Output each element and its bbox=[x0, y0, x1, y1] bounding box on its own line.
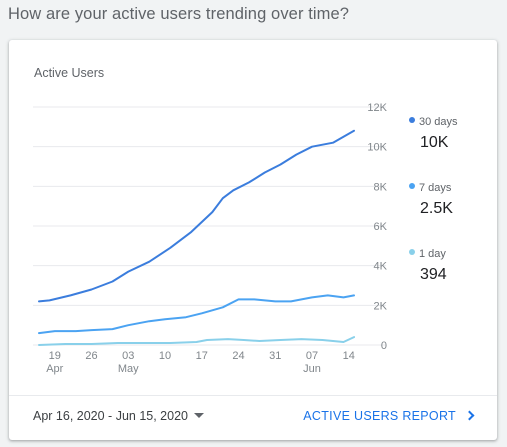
legend-dot-7-days bbox=[409, 182, 415, 189]
series-line-1-day bbox=[38, 336, 355, 346]
legend-label: 7 days bbox=[419, 182, 452, 194]
x-tick-label: 17 bbox=[196, 350, 208, 362]
y-tick-label: 4K bbox=[374, 261, 388, 273]
active-users-card: Active Users 12K 10K 8K 6K 4K 2K 0 19 Apr 26 03 May… bbox=[9, 40, 497, 440]
x-tick-label: 19 bbox=[49, 350, 61, 362]
legend-item-30-days: 30 days 10K bbox=[409, 112, 458, 151]
legend-label: 30 days bbox=[419, 116, 458, 128]
y-tick-label: 8K bbox=[374, 181, 388, 193]
page-heading: How are your active users trending over … bbox=[8, 5, 350, 23]
legend-item-7-days: 7 days 2.5K bbox=[409, 178, 453, 217]
report-link-label: ACTIVE USERS REPORT bbox=[303, 409, 456, 423]
card-footer: Apr 16, 2020 - Jun 15, 2020 ACTIVE USERS… bbox=[9, 395, 497, 440]
date-range-label: Apr 16, 2020 - Jun 15, 2020 bbox=[33, 409, 188, 423]
legend-dot-1-day bbox=[409, 248, 415, 255]
legend-item-1-day: 1 day 394 bbox=[409, 244, 447, 283]
x-tick-label: 14 bbox=[343, 350, 355, 362]
y-tick-label: 0 bbox=[381, 340, 387, 352]
active-users-report-link[interactable]: ACTIVE USERS REPORT bbox=[303, 409, 475, 423]
caret-down-icon bbox=[193, 413, 204, 419]
card-title: Active Users bbox=[34, 66, 105, 80]
y-tick-label: 12K bbox=[367, 102, 387, 114]
legend-label: 1 day bbox=[419, 248, 446, 260]
y-tick-label: 2K bbox=[374, 300, 388, 312]
x-tick-label: 31 bbox=[269, 350, 281, 362]
series-line-7-days bbox=[38, 294, 355, 335]
legend-value: 394 bbox=[420, 266, 447, 283]
series-line-30-days bbox=[38, 129, 355, 303]
legend-value: 10K bbox=[420, 134, 449, 151]
y-tick-label: 6K bbox=[374, 221, 388, 233]
x-tick-label: 24 bbox=[232, 350, 244, 362]
x-tick-label: 07 bbox=[306, 350, 318, 362]
x-tick-label: 26 bbox=[85, 350, 97, 362]
chevron-right-icon bbox=[464, 410, 475, 421]
x-tick-label: 03 bbox=[122, 350, 134, 362]
x-month-label: May bbox=[118, 363, 139, 375]
legend-value: 2.5K bbox=[420, 200, 453, 217]
x-month-label: Jun bbox=[303, 363, 321, 375]
y-tick-label: 10K bbox=[367, 142, 387, 154]
legend-dot-30-days bbox=[409, 116, 415, 123]
x-month-label: Apr bbox=[46, 363, 63, 375]
x-tick-label: 10 bbox=[159, 350, 171, 362]
date-range-selector[interactable]: Apr 16, 2020 - Jun 15, 2020 bbox=[33, 409, 204, 423]
